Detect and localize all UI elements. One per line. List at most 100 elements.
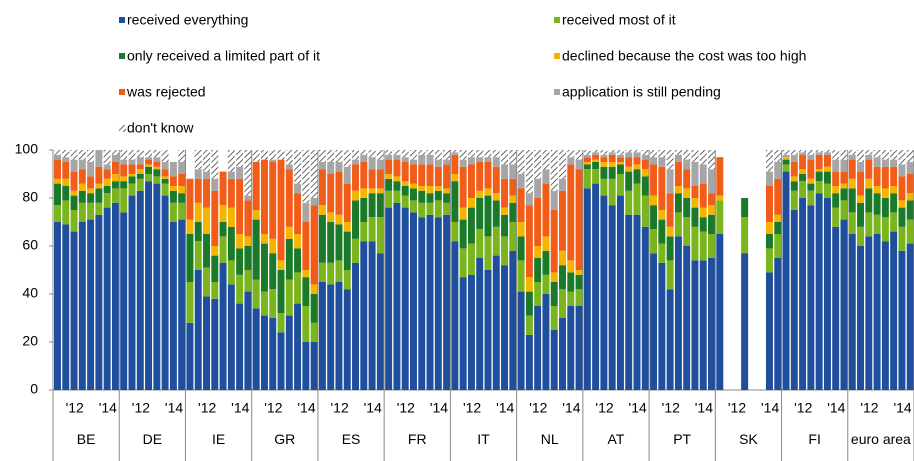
bar-segment	[161, 183, 169, 196]
bar-segment	[401, 162, 409, 182]
bar-segment	[62, 178, 70, 186]
bar-segment	[194, 202, 202, 222]
bar-segment	[625, 190, 633, 215]
bar-segment	[443, 188, 451, 194]
bar-segment	[95, 214, 103, 390]
bar-segment	[857, 202, 865, 227]
bar-segment	[335, 282, 343, 390]
bar-segment	[674, 236, 682, 390]
bar-segment	[343, 231, 351, 270]
bar-segment	[318, 214, 326, 263]
bar-segment	[708, 214, 716, 234]
bar-segment	[906, 193, 914, 201]
bar-segment	[252, 219, 260, 280]
bar-segment	[699, 217, 707, 232]
bar-segment	[310, 198, 318, 206]
bar-segment	[120, 150, 128, 160]
bar-segment	[881, 188, 889, 198]
bar-segment	[54, 178, 61, 184]
bar-segment	[898, 200, 906, 208]
bar-segment	[658, 219, 666, 244]
bar-segment	[87, 176, 95, 189]
bar-segment	[650, 150, 658, 158]
bar-segment	[294, 193, 302, 234]
bar-segment	[136, 174, 144, 179]
bar-segment	[699, 231, 707, 261]
bar-segment	[103, 207, 111, 390]
bar-segment	[434, 186, 442, 191]
bar-segment	[492, 157, 500, 167]
bar-segment	[476, 162, 484, 191]
bar-segment	[467, 164, 475, 198]
bar-segment	[484, 150, 492, 158]
bar-segment	[161, 195, 169, 390]
bar-segment	[840, 219, 848, 390]
bar-segment	[368, 193, 376, 218]
x-tick-label: '12	[860, 400, 878, 416]
bar-segment	[501, 214, 509, 237]
bar-segment	[426, 202, 434, 215]
bar-segment	[525, 205, 533, 278]
bar-segment	[434, 217, 442, 390]
bar-segment	[559, 289, 566, 318]
bar-segment	[54, 222, 61, 390]
bar-segment	[145, 150, 153, 158]
bar-segment	[277, 150, 285, 160]
bar-segment	[616, 195, 624, 390]
bar-segment	[128, 176, 136, 184]
bar-segment	[277, 270, 285, 314]
bar-segment	[211, 298, 219, 390]
x-tick-label: '14	[364, 400, 382, 416]
group-label-box: ES	[342, 432, 361, 446]
bar-segment	[70, 190, 78, 196]
x-tick-label: '14	[99, 400, 117, 416]
group-label-box: SK	[739, 432, 758, 446]
bar-segment	[799, 169, 807, 174]
bar-segment	[252, 308, 260, 390]
bar-segment	[153, 166, 161, 170]
bar-segment	[409, 188, 417, 201]
bar-segment	[153, 183, 161, 390]
bar-segment	[145, 181, 153, 390]
group-label-box: PT	[673, 432, 691, 446]
bar-segment	[443, 159, 451, 165]
bar-segment	[211, 150, 219, 179]
bar-segment	[136, 178, 144, 191]
bar-segment	[592, 152, 600, 155]
bar-segment	[111, 154, 119, 162]
bar-segment	[318, 205, 326, 215]
bar-segment	[592, 162, 600, 170]
bar-segment	[153, 169, 161, 177]
bar-segment	[840, 159, 848, 172]
bar-segment	[459, 248, 467, 278]
bar-segment	[848, 159, 856, 179]
bar-segment	[318, 162, 326, 170]
bar-segment	[484, 270, 492, 390]
bar-segment	[823, 150, 831, 153]
bar-segment	[890, 186, 898, 194]
bar-segment	[103, 169, 111, 179]
bar-segment	[194, 169, 202, 179]
bar-segment	[716, 157, 724, 196]
bar-segment	[898, 176, 906, 201]
bar-segment	[550, 272, 558, 282]
bar-segment	[840, 183, 848, 189]
group-label-box: AT	[608, 432, 625, 446]
bar-segment	[616, 174, 624, 196]
bar-segment	[285, 226, 293, 239]
bar-segment	[840, 171, 848, 184]
bar-segment	[567, 164, 575, 261]
bar-segment	[782, 157, 790, 160]
bar-segment	[608, 205, 616, 390]
bar-segment	[832, 193, 840, 208]
bar-segment	[799, 154, 807, 170]
bar-segment	[426, 193, 434, 203]
bar-segment	[741, 198, 749, 218]
bar-segment	[120, 181, 128, 189]
bar-segment	[393, 154, 401, 160]
bar-segment	[650, 157, 658, 165]
bar-segment	[890, 166, 898, 186]
bar-segment	[120, 164, 128, 177]
bar-segment	[269, 289, 277, 318]
bar-segment	[178, 219, 186, 390]
